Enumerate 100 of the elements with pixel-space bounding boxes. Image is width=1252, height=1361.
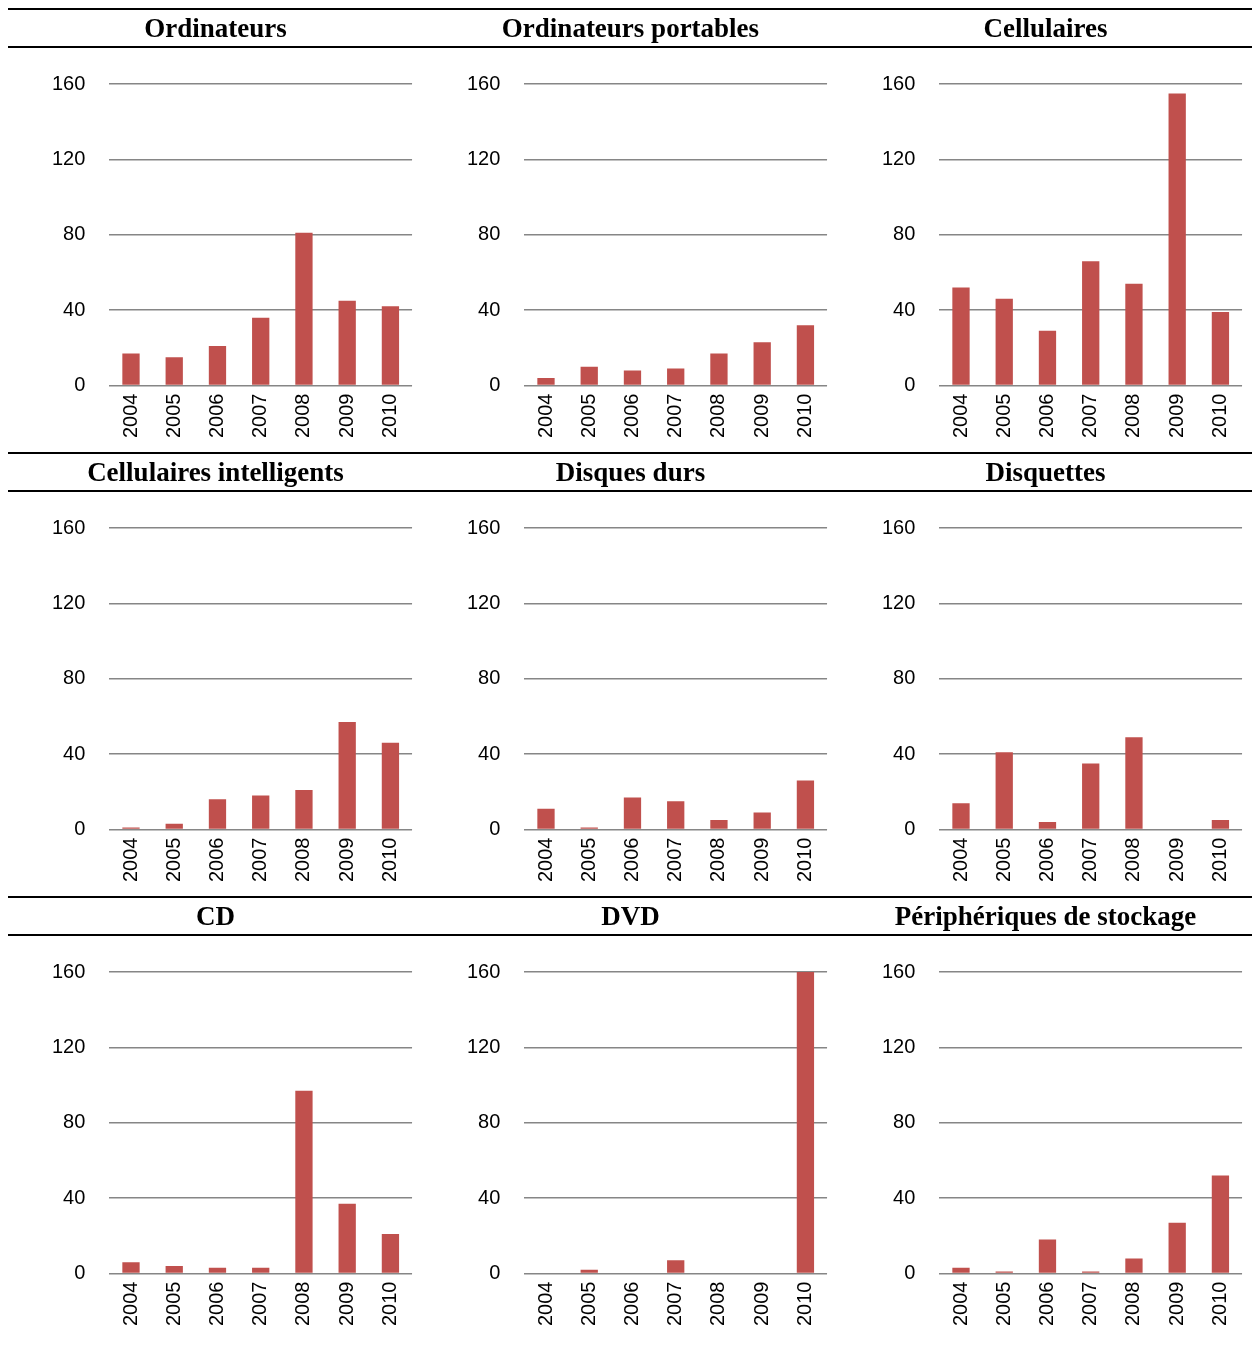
y-tick-label: 0 <box>489 373 501 396</box>
x-tick-label: 2008 <box>706 1281 729 1327</box>
y-tick-label: 0 <box>904 817 916 840</box>
bar <box>995 298 1013 385</box>
bar <box>252 795 270 829</box>
x-tick-label: 2008 <box>706 837 729 883</box>
x-tick-label: 2005 <box>991 393 1014 439</box>
x-tick-label: 2010 <box>1207 837 1230 883</box>
x-tick-label: 2009 <box>334 1281 357 1327</box>
bar <box>165 357 183 385</box>
bar <box>252 317 270 385</box>
x-tick-label: 2008 <box>291 393 314 439</box>
chart-title: Cellulaires <box>838 8 1252 48</box>
y-tick-label: 120 <box>51 590 86 613</box>
y-tick-label: 160 <box>51 959 86 982</box>
y-tick-label: 40 <box>893 297 916 320</box>
x-tick-label: 2006 <box>204 1281 227 1327</box>
bar <box>1038 330 1057 385</box>
x-tick-label: 2007 <box>248 393 271 439</box>
bar <box>796 325 815 385</box>
bar <box>952 287 970 385</box>
x-tick-label: 2009 <box>749 837 772 883</box>
x-tick-label: 2004 <box>533 837 556 883</box>
bar <box>295 232 313 385</box>
x-tick-label: 2007 <box>248 1281 271 1327</box>
x-tick-label: 2008 <box>1121 393 1144 439</box>
x-tick-label: 2006 <box>1034 1281 1057 1327</box>
x-tick-label: 2010 <box>377 393 400 439</box>
x-tick-label: 2008 <box>291 1281 314 1327</box>
x-tick-label: 2004 <box>533 393 556 439</box>
x-tick-label: 2004 <box>533 1281 556 1327</box>
y-tick-label: 120 <box>881 146 916 169</box>
y-tick-label: 40 <box>893 1185 916 1208</box>
bar <box>1125 1258 1143 1273</box>
bar <box>122 1262 140 1273</box>
y-tick-label: 0 <box>904 373 916 396</box>
y-tick-label: 160 <box>51 71 86 94</box>
bar <box>753 812 771 829</box>
bar <box>753 342 771 385</box>
bar <box>580 1269 598 1273</box>
y-tick-label: 0 <box>904 1261 916 1284</box>
bar <box>952 1267 970 1273</box>
x-tick-label: 2010 <box>792 1281 815 1327</box>
x-tick-label: 2005 <box>161 393 184 439</box>
x-tick-label: 2010 <box>1207 1281 1230 1327</box>
x-tick-label: 2007 <box>663 837 686 883</box>
x-tick-label: 2007 <box>1078 837 1101 883</box>
x-tick-label: 2010 <box>377 1281 400 1327</box>
bar <box>1038 1239 1057 1273</box>
y-tick-label: 160 <box>466 515 501 538</box>
chart-title: Ordinateurs <box>8 8 423 48</box>
x-tick-label: 2009 <box>1164 1281 1187 1327</box>
x-tick-label: 2004 <box>118 1281 141 1327</box>
x-tick-label: 2004 <box>948 393 971 439</box>
bar <box>1168 93 1186 385</box>
chart-title: DVD <box>423 896 838 936</box>
bar <box>537 808 555 829</box>
bar <box>381 1233 400 1273</box>
bar <box>796 972 815 1273</box>
bar <box>1125 737 1143 829</box>
bar <box>710 353 728 385</box>
bar <box>667 368 685 385</box>
x-tick-label: 2007 <box>663 393 686 439</box>
y-tick-label: 160 <box>466 71 501 94</box>
y-tick-label: 0 <box>74 817 86 840</box>
bar <box>623 370 642 385</box>
x-tick-label: 2008 <box>1121 837 1144 883</box>
bar <box>1038 821 1057 829</box>
bar <box>295 789 313 829</box>
bar <box>165 1265 183 1273</box>
bar <box>165 823 183 829</box>
bar <box>1125 283 1143 385</box>
y-tick-label: 0 <box>74 373 86 396</box>
chart-title: Ordinateurs portables <box>423 8 838 48</box>
x-tick-label: 2004 <box>118 393 141 439</box>
bar <box>295 1090 313 1273</box>
y-tick-label: 0 <box>74 1261 86 1284</box>
bar <box>381 306 400 385</box>
y-tick-label: 80 <box>893 666 916 689</box>
x-tick-label: 2006 <box>619 1281 642 1327</box>
chart-title: Cellulaires intelligents <box>8 452 423 492</box>
bar <box>796 780 815 829</box>
x-tick-label: 2005 <box>576 1281 599 1327</box>
y-tick-label: 120 <box>466 146 501 169</box>
x-tick-label: 2007 <box>1078 393 1101 439</box>
x-tick-label: 2008 <box>291 837 314 883</box>
y-tick-label: 0 <box>489 817 501 840</box>
y-tick-label: 80 <box>893 222 916 245</box>
x-tick-label: 2009 <box>749 393 772 439</box>
y-tick-label: 80 <box>63 1110 86 1133</box>
bar <box>252 1267 270 1273</box>
x-tick-label: 2005 <box>576 393 599 439</box>
bar <box>995 752 1013 829</box>
chart-title: CD <box>8 896 423 936</box>
x-tick-label: 2009 <box>334 393 357 439</box>
x-tick-label: 2005 <box>161 1281 184 1327</box>
x-tick-label: 2007 <box>663 1281 686 1327</box>
x-tick-label: 2007 <box>248 837 271 883</box>
x-tick-label: 2005 <box>991 1281 1014 1327</box>
bar <box>208 799 227 829</box>
